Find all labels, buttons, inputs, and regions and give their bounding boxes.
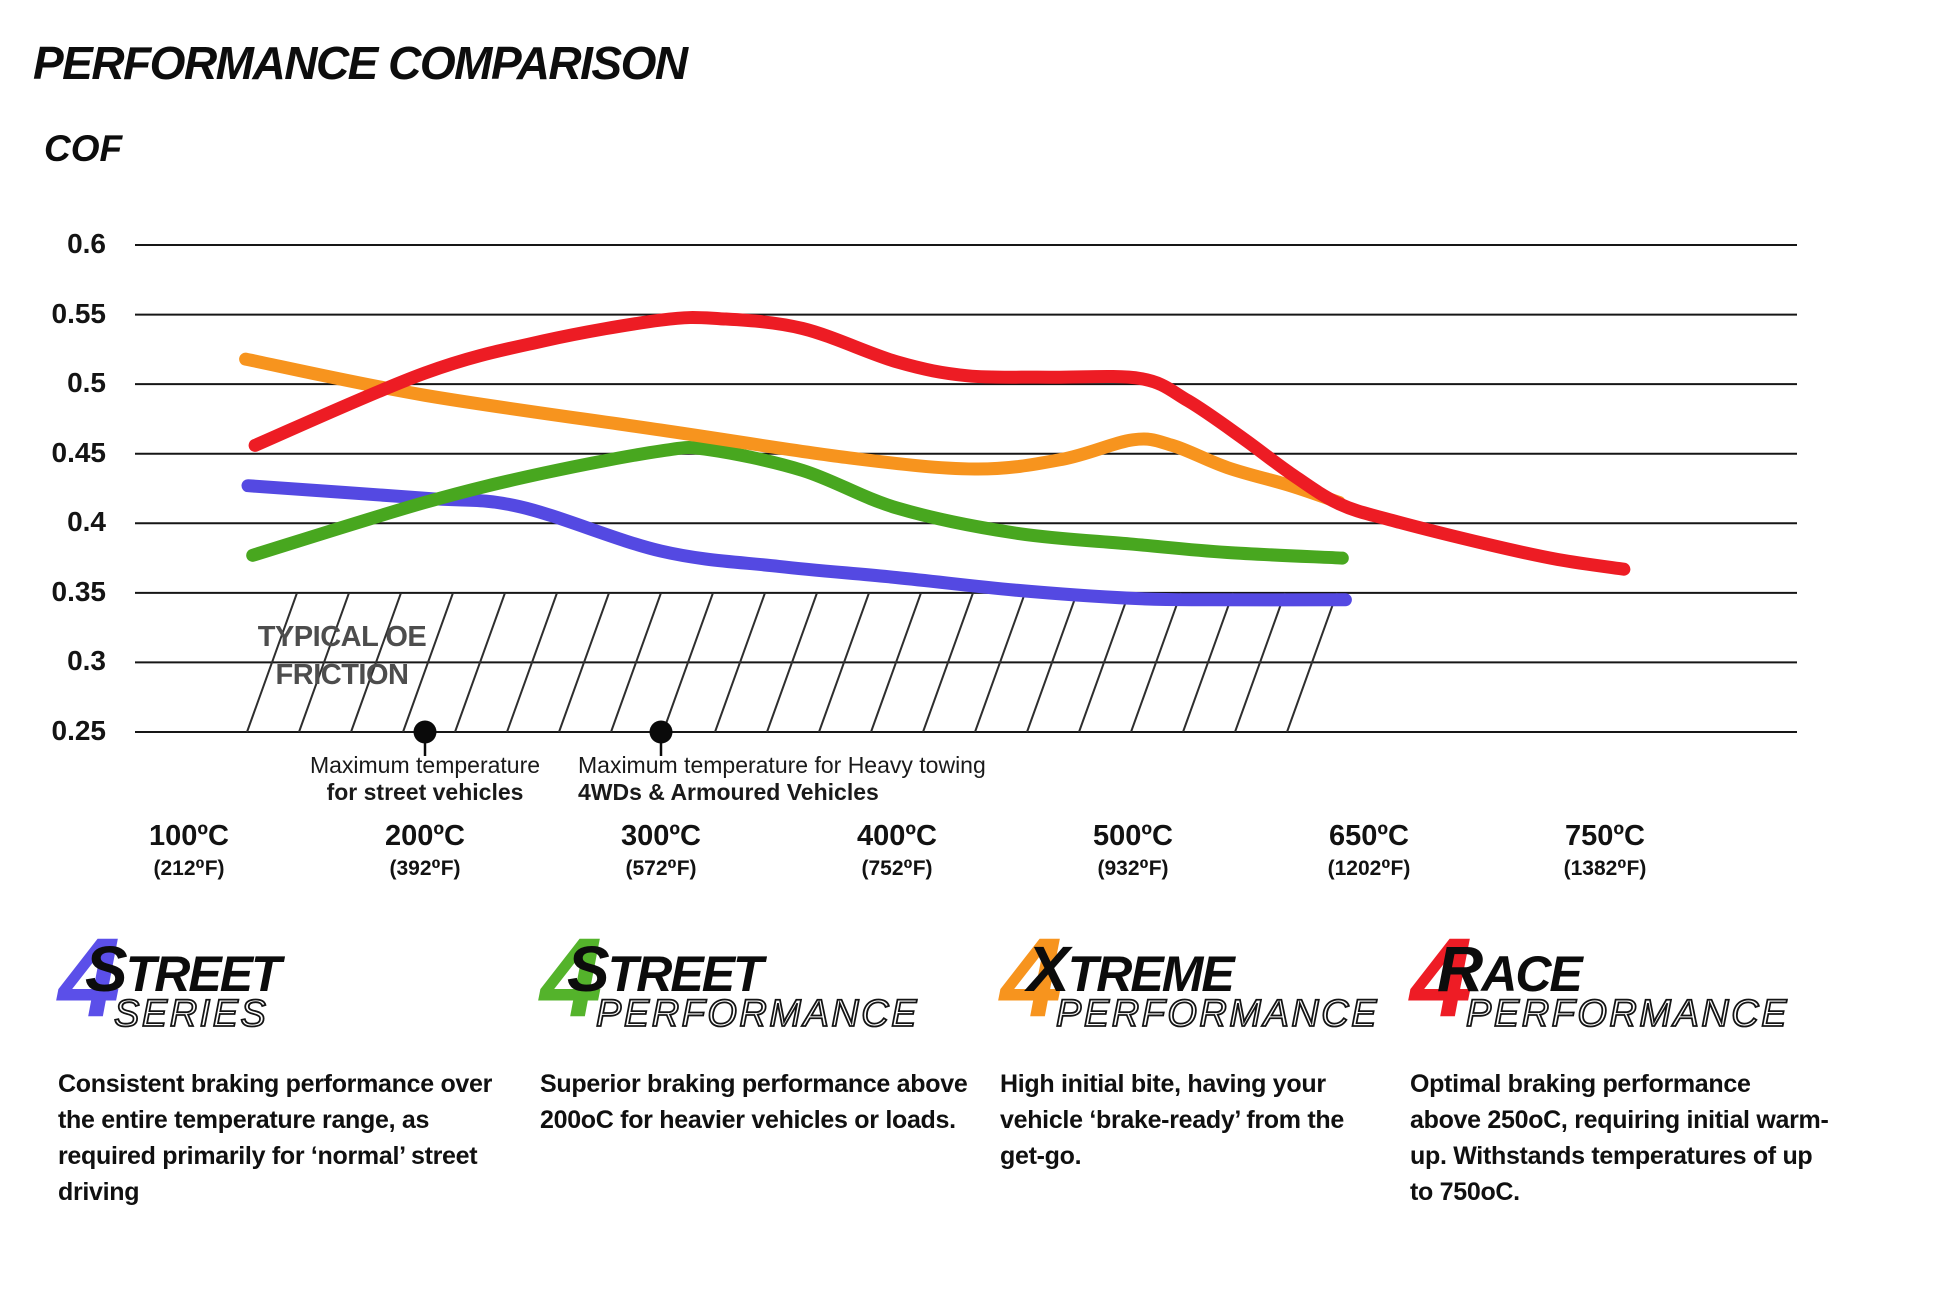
series-line-street-performance (246, 441, 1349, 565)
oe-zone-hatch-line (870, 592, 922, 733)
logo-subtitle: PERFORMANCE (1055, 992, 1380, 1036)
y-tick-label: 0.4 (67, 506, 106, 538)
x-tick-fahrenheit: (932⁰F) (1097, 857, 1169, 880)
oe-zone-hatch-line (766, 592, 818, 733)
legend-description: High initial bite, having your vehicle ‘… (1000, 1070, 1344, 1170)
legend-description: Optimal braking performance above 250oC,… (1410, 1070, 1829, 1206)
legend-description: Consistent braking performance over the … (58, 1070, 493, 1206)
series-line-xtreme-performance (239, 352, 1346, 509)
oe-zone-hatch-line (350, 592, 402, 733)
oe-zone-hatch-line (558, 592, 610, 733)
x-tick-label: 500ºC (932⁰F) (1015, 820, 1251, 881)
marker-note-line2: 4WDs & Armoured Vehicles (578, 779, 879, 805)
four-badge-icon: 4 (1410, 915, 1472, 1040)
x-tick-label: 100ºC (212⁰F) (71, 820, 307, 881)
x-tick-fahrenheit: (212⁰F) (153, 857, 225, 880)
x-tick-label: 200ºC (392⁰F) (307, 820, 543, 881)
typical-oe-line1: TYPICAL OE (257, 621, 427, 653)
brand-logo: 4 STREET PERFORMANCE (540, 922, 1020, 1050)
x-tick-fahrenheit: (752⁰F) (861, 857, 933, 880)
legend-description: Superior braking performance above 200oC… (540, 1070, 968, 1134)
oe-zone-hatch-line (454, 592, 506, 733)
x-tick-fahrenheit: (572⁰F) (625, 857, 697, 880)
typical-oe-line2: FRICTION (275, 659, 409, 691)
y-tick-label: 0.5 (67, 367, 106, 399)
x-tick-celsius: 300ºC (621, 820, 701, 852)
oe-zone-hatch-line (662, 592, 714, 733)
x-tick-celsius: 500ºC (1093, 820, 1173, 852)
oe-zone-hatch-line (298, 592, 350, 733)
y-tick-label: 0.25 (51, 715, 107, 746)
x-tick-fahrenheit: (1382⁰F) (1563, 857, 1647, 880)
x-tick-label: 650ºC (1202⁰F) (1251, 820, 1487, 881)
oe-zone-hatch-line (1182, 592, 1234, 733)
x-tick-label: 400ºC (752⁰F) (779, 820, 1015, 881)
y-tick-label: 0.35 (51, 575, 107, 607)
marker-note-line1: Maximum temperature (309, 752, 541, 778)
four-badge-icon: 4 (58, 915, 120, 1040)
oe-zone-hatch-line (1234, 592, 1286, 733)
legend-item: 4 STREET SERIES Consistent braking performa… (58, 922, 538, 1210)
x-tick-celsius: 400ºC (857, 820, 937, 852)
x-tick-label: 750ºC (1382⁰F) (1487, 820, 1723, 881)
four-badge-icon: 4 (540, 915, 602, 1040)
x-tick-celsius: 100ºC (149, 820, 229, 852)
oe-zone-hatch-line (818, 592, 870, 733)
x-tick-celsius: 650ºC (1329, 820, 1409, 852)
marker-note-line2: for street vehicles (326, 779, 524, 805)
x-tick-celsius: 200ºC (385, 820, 465, 852)
logo-word: XTREME (1027, 933, 1235, 1005)
oe-zone-hatch-line (1286, 592, 1338, 733)
series-line-race-performance (248, 311, 1631, 576)
logo-word: STREET (85, 933, 282, 1005)
y-tick-label: 0.45 (51, 436, 107, 468)
logo-subtitle: PERFORMANCE (1465, 992, 1790, 1036)
legend-item: 4 XTREME PERFORMANCE High initial bite, hav… (1000, 922, 1480, 1174)
y-axis-title: COF (44, 128, 123, 169)
logo-word-initial: S (567, 933, 610, 1005)
logo-subtitle: SERIES (113, 992, 269, 1036)
oe-zone-hatch-line (1130, 592, 1182, 733)
oe-zone-hatch-line (402, 592, 454, 733)
legend-item: 4 RACE PERFORMANCE Optimal braking performa… (1410, 922, 1890, 1210)
x-tick-fahrenheit: (392⁰F) (389, 857, 461, 880)
logo-word-initial: S (85, 933, 128, 1005)
brand-logo: 4 XTREME PERFORMANCE (1000, 922, 1480, 1050)
logo-word: STREET (567, 933, 764, 1005)
legend-item: 4 STREET PERFORMANCE Superior braking perfo… (540, 922, 1020, 1138)
four-badge-icon: 4 (1000, 915, 1062, 1040)
brand-logo: 4 RACE PERFORMANCE (1410, 922, 1890, 1050)
x-tick-fahrenheit: (1202⁰F) (1327, 857, 1411, 880)
logo-word: RACE (1437, 933, 1583, 1005)
oe-zone-hatch-line (610, 592, 662, 733)
oe-zone-hatch-line (1078, 592, 1130, 733)
marker-note: Maximum temperature for street vehicles (255, 752, 595, 806)
marker-dot (649, 720, 673, 744)
marker-note: Maximum temperature for Heavy towing 4WDs… (578, 752, 1198, 806)
marker-note-line1: Maximum temperature for Heavy towing (578, 752, 986, 778)
logo-word-initial: X (1027, 933, 1070, 1005)
brand-logo: 4 STREET SERIES (58, 922, 538, 1050)
x-tick-label: 300ºC (572⁰F) (543, 820, 779, 881)
page-title: PERFORMANCE COMPARISON (33, 37, 688, 89)
logo-subtitle: PERFORMANCE (595, 992, 920, 1036)
oe-zone-hatch-line (974, 592, 1026, 733)
marker-dot (413, 720, 437, 744)
x-tick-celsius: 750ºC (1565, 820, 1645, 852)
oe-zone-hatch-line (506, 592, 558, 733)
oe-zone-hatch-line (922, 592, 974, 733)
y-tick-label: 0.6 (67, 228, 106, 259)
logo-word-initial: R (1437, 933, 1483, 1005)
oe-zone-hatch-line (714, 592, 766, 733)
oe-zone-hatch-line (1026, 592, 1078, 733)
typical-oe-friction-label: TYPICAL OE FRICTION (232, 618, 452, 694)
y-tick-label: 0.55 (51, 297, 107, 329)
y-tick-label: 0.3 (67, 645, 106, 677)
oe-zone-hatch-line (246, 592, 298, 733)
